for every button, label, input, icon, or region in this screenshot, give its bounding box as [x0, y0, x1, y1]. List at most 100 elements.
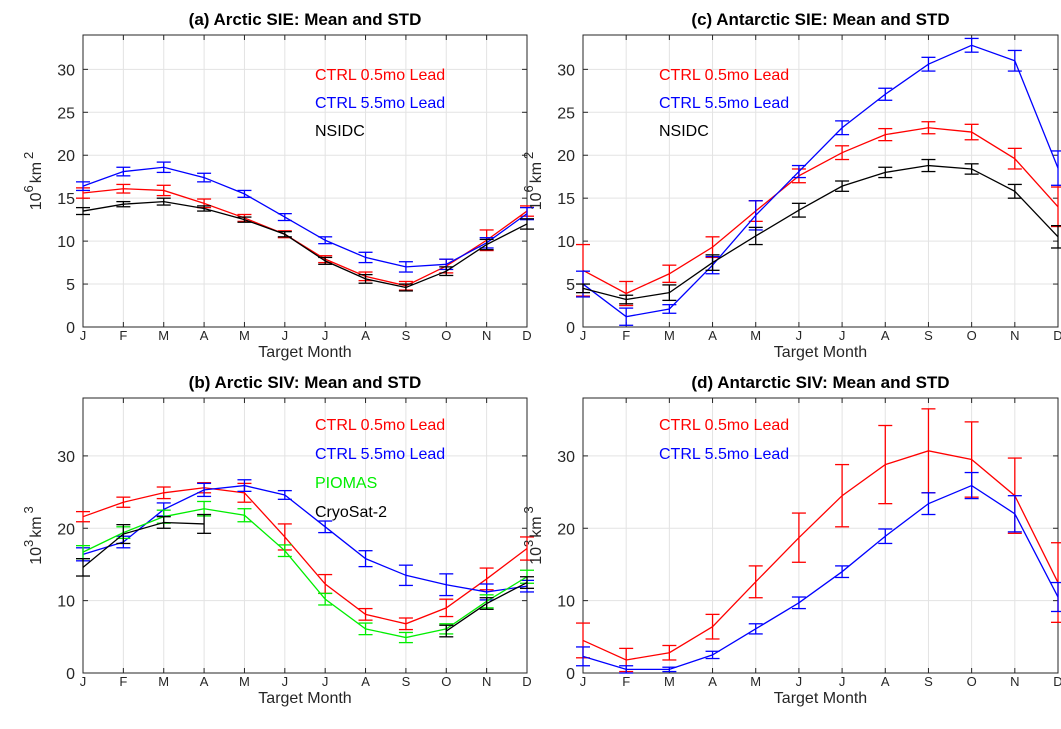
x-tick-label: M	[158, 674, 169, 689]
x-tick-label: F	[119, 674, 127, 689]
chart-title: (a) Arctic SIE: Mean and STD	[189, 10, 422, 29]
y-axis-label-base: 10	[528, 547, 545, 565]
y-tick-label: 0	[566, 666, 575, 683]
axes-box	[582, 34, 1059, 328]
legend-entry: NSIDC	[315, 123, 365, 140]
y-tick-label: 5	[66, 277, 75, 294]
series-piomas	[76, 500, 534, 644]
y-tick-label: 10	[557, 594, 575, 611]
y-tick-label: 30	[557, 449, 575, 466]
legend-entry: NSIDC	[659, 123, 709, 140]
x-tick-label: D	[522, 674, 531, 689]
axes-box	[582, 397, 1059, 674]
panel-b: 0 10 20 30 J F M A M J J A S O N D (b) Arctic SIV: Mean …	[21, 373, 534, 707]
x-tick-label: N	[482, 328, 491, 343]
y-axis-label-exp: 3	[521, 540, 536, 547]
x-tick-label: M	[664, 328, 675, 343]
x-tick-label: M	[239, 328, 250, 343]
x-tick-label: A	[200, 674, 209, 689]
series-line	[582, 450, 1059, 661]
series-line	[582, 484, 1059, 671]
x-tick-label: J	[796, 674, 803, 689]
x-tick-label: A	[361, 674, 370, 689]
y-tick-label: 25	[557, 105, 575, 122]
y-axis-label-unit: km	[528, 516, 545, 537]
x-tick-label: O	[441, 674, 451, 689]
y-tick-label: 0	[66, 320, 75, 337]
legend-entry: CryoSat-2	[315, 504, 387, 521]
x-axis-label: Target Month	[774, 344, 867, 361]
y-tick-label: 10	[557, 234, 575, 251]
y-tick-label: 30	[57, 62, 75, 79]
x-tick-label: J	[282, 674, 289, 689]
chart-title: (d) Antarctic SIV: Mean and STD	[691, 373, 949, 392]
x-tick-label: F	[622, 328, 630, 343]
x-tick-label: S	[924, 328, 933, 343]
series-nsidc	[576, 158, 1061, 305]
x-tick-label: J	[322, 328, 329, 343]
series-ctrl-0-5mo-lead	[76, 183, 534, 291]
x-tick-label: F	[622, 674, 630, 689]
x-tick-label: D	[1053, 328, 1061, 343]
y-axis-label-unit-exp: 3	[21, 506, 36, 513]
y-axis-label-unit-exp: 3	[521, 506, 536, 513]
y-tick-label: 5	[566, 277, 575, 294]
x-tick-label: M	[750, 328, 761, 343]
y-axis-label-exp: 6	[521, 185, 536, 192]
y-axis-label-unit-exp: 2	[21, 152, 36, 159]
series-line	[82, 166, 528, 268]
series-ctrl-0-5mo-lead	[576, 408, 1061, 673]
legend-entry: CTRL 5.5mo Lead	[659, 95, 789, 112]
y-axis-label-base: 10	[528, 192, 545, 210]
legend-entry: CTRL 5.5mo Lead	[315, 95, 445, 112]
y-tick-label: 20	[557, 148, 575, 165]
y-tick-label: 20	[57, 521, 75, 538]
series-ctrl-5-5mo-lead	[576, 37, 1061, 326]
y-tick-label: 15	[57, 191, 75, 208]
axes-box	[82, 34, 528, 328]
y-tick-label: 30	[57, 449, 75, 466]
legend-entry: CTRL 0.5mo Lead	[659, 417, 789, 434]
x-tick-label: D	[522, 328, 531, 343]
series-line	[82, 484, 528, 593]
y-axis-label-exp: 3	[21, 540, 36, 547]
x-tick-label: J	[839, 328, 846, 343]
x-tick-label: N	[1010, 674, 1019, 689]
x-tick-label: A	[881, 674, 890, 689]
y-axis-label-base: 10	[28, 547, 45, 565]
series-cryosat-2	[76, 513, 534, 638]
x-tick-label: M	[158, 328, 169, 343]
y-axis-label-unit: km	[28, 516, 45, 537]
y-tick-label: 25	[57, 105, 75, 122]
axes-box	[82, 397, 528, 674]
chart-title: (b) Arctic SIV: Mean and STD	[189, 373, 422, 392]
panel-a: 0 5 10 15 20 25 30 J F M A M J J A S O N D (a) Arctic SIE: …	[21, 10, 534, 361]
x-tick-label: N	[1010, 328, 1019, 343]
legend-entry: CTRL 0.5mo Lead	[659, 67, 789, 84]
y-tick-label: 0	[566, 320, 575, 337]
series-ctrl-0-5mo-lead	[576, 121, 1061, 307]
y-axis-label-unit-exp: 2	[521, 152, 536, 159]
y-tick-label: 0	[66, 666, 75, 683]
x-tick-label: J	[580, 674, 587, 689]
series-line	[82, 487, 528, 625]
x-tick-label: J	[80, 674, 87, 689]
y-tick-label: 20	[557, 521, 575, 538]
legend-entry: PIOMAS	[315, 475, 377, 492]
series-line	[82, 188, 528, 287]
x-tick-label: S	[924, 674, 933, 689]
x-tick-label: J	[580, 328, 587, 343]
legend-entry: CTRL 5.5mo Lead	[659, 446, 789, 463]
x-tick-label: S	[402, 328, 411, 343]
series-line	[582, 164, 1059, 301]
x-tick-label: J	[282, 328, 289, 343]
series-nsidc	[76, 197, 534, 292]
legend-entry: CTRL 5.5mo Lead	[315, 446, 445, 463]
y-axis-label: 106 km 2	[521, 152, 545, 211]
x-axis-label: Target Month	[258, 344, 351, 361]
legend-entry: CTRL 0.5mo Lead	[315, 67, 445, 84]
x-tick-label: O	[967, 328, 977, 343]
y-axis-label: 103km3	[21, 506, 45, 565]
x-tick-label: M	[664, 674, 675, 689]
